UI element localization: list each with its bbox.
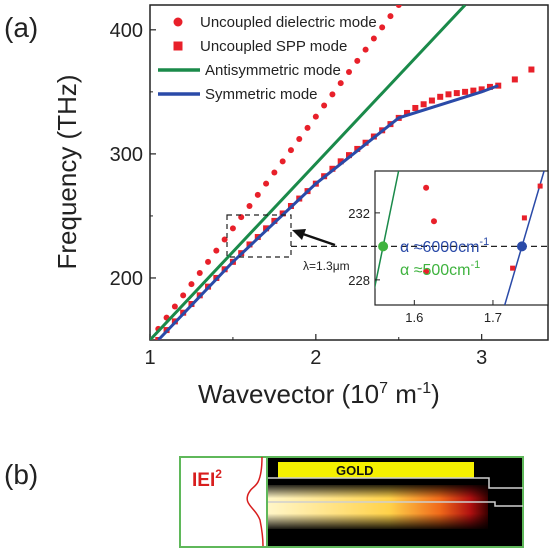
- dielectric-mode-point: [196, 270, 203, 276]
- panel-label-a: (a): [4, 12, 38, 43]
- inset-dielectric-point: [423, 268, 430, 275]
- y-tick-label: 300: [110, 144, 143, 166]
- dielectric-mode-point: [337, 80, 344, 87]
- y-tick-label: 200: [110, 268, 143, 290]
- spp-mode-point: [462, 88, 469, 95]
- field-profile-box: [179, 456, 268, 548]
- inset-dielectric-point: [423, 184, 430, 191]
- x-tick-label: 1: [144, 347, 155, 369]
- dielectric-mode-point: [221, 236, 228, 243]
- antisymmetric-intersection-dot: [378, 241, 389, 252]
- wavelength-label: λ=1.3μm: [303, 259, 350, 273]
- inset-data: [375, 171, 545, 305]
- dielectric-mode-point: [263, 180, 270, 187]
- spp-mode-point: [263, 225, 270, 232]
- spp-mode-point: [528, 66, 535, 73]
- legend-square-marker: [173, 41, 183, 51]
- spp-mode-point: [412, 104, 419, 111]
- spp-mode-point: [404, 109, 411, 116]
- spp-mode-point: [486, 83, 493, 90]
- inset-y-tick-label: 232: [348, 206, 370, 221]
- dielectric-mode-point: [304, 124, 311, 131]
- dielectric-mode-point: [362, 46, 369, 53]
- spp-mode-point: [420, 101, 427, 108]
- gold-label: GOLD: [336, 463, 374, 478]
- field-intensity-label: IEI2: [192, 467, 222, 491]
- dielectric-mode-point: [329, 91, 336, 98]
- dielectric-mode-point: [188, 281, 195, 288]
- inset-symmetric-line: [504, 171, 545, 305]
- spp-mode-point: [346, 152, 352, 159]
- zoom-arrowhead: [292, 229, 306, 240]
- gold-layer: [278, 462, 474, 478]
- x-tick-label: 2: [310, 347, 321, 369]
- legend-label: Symmetric mode: [205, 86, 318, 103]
- spp-mode-point: [337, 158, 344, 165]
- inset-x-tick-label: 1.7: [484, 310, 502, 325]
- inset-dielectric-point: [430, 218, 437, 225]
- dielectric-mode-point: [296, 136, 303, 142]
- legend-label: Uncoupled dielectric mode: [200, 14, 377, 31]
- dielectric-mode-point: [354, 57, 361, 64]
- y-axis-title: Frequency (THz): [52, 74, 82, 269]
- symmetric-intersection-dot: [516, 241, 527, 252]
- inset-frame: [374, 170, 549, 306]
- zoom-region-box: [226, 214, 292, 258]
- main-plot-data: [150, 5, 535, 340]
- panel-label-b: (b): [4, 459, 38, 490]
- gold-outline-top: [268, 477, 523, 489]
- dielectric-mode-point: [321, 102, 328, 109]
- dielectric-mode-point: [312, 113, 319, 120]
- zoom-arrow: [299, 231, 336, 247]
- spp-mode-point: [445, 91, 452, 98]
- spp-mode-point: [453, 90, 460, 97]
- inset-ticks: 1.6 1.7 228 232: [291, 206, 548, 325]
- y-tick-label: 400: [110, 20, 143, 42]
- dielectric-mode-point: [387, 13, 394, 20]
- dielectric-mode-point: [279, 158, 286, 165]
- dielectric-mode-point: [254, 191, 261, 198]
- dielectric-mode-point: [238, 214, 245, 221]
- dielectric-mode-point: [171, 303, 178, 310]
- x-axis-title: Wavevector (107 m-1): [198, 379, 440, 409]
- inset-x-tick-label: 1.6: [405, 310, 423, 325]
- legend-label: Uncoupled SPP mode: [200, 38, 347, 55]
- alpha-symmetric-label: α ≈6000cm-1: [400, 236, 489, 256]
- mode-field-shading: [268, 485, 488, 529]
- inset-spp-point: [537, 183, 543, 189]
- x-tick-label: 3: [476, 347, 487, 369]
- field-profile-curve: [246, 456, 264, 547]
- dielectric-mode-point: [246, 203, 253, 209]
- dielectric-mode-point: [346, 69, 352, 75]
- dielectric-mode-point: [370, 35, 377, 42]
- dielectric-mode-point: [379, 24, 386, 31]
- inset-antisymmetric-line: [375, 171, 400, 290]
- legend-circle-marker: [173, 17, 183, 27]
- dielectric-mode-point: [213, 247, 220, 254]
- dielectric-mode-point: [180, 292, 187, 299]
- legend-label: Antisymmetric mode: [205, 62, 341, 79]
- dielectric-mode-point: [229, 225, 236, 232]
- spp-mode-point: [511, 76, 518, 83]
- inset-spp-point: [521, 215, 527, 221]
- dielectric-mode-point: [287, 147, 294, 154]
- antisymmetric-mode-line: [150, 5, 467, 340]
- legend: Uncoupled dielectric mode Uncoupled SPP m…: [158, 14, 377, 103]
- spp-mode-point: [428, 97, 435, 104]
- gold-outline-bottom: [268, 501, 523, 507]
- symmetric-mode-line: [157, 84, 499, 340]
- spp-mode-point: [470, 87, 477, 94]
- dielectric-mode-point: [271, 169, 278, 176]
- spp-mode-point: [437, 93, 444, 100]
- dielectric-mode-point: [395, 5, 402, 8]
- alpha-antisymmetric-label: α ≈500cm-1: [400, 259, 480, 279]
- main-axis-ticks: 1 2 3 200 300 400: [110, 20, 488, 369]
- spp-mode-point: [478, 86, 485, 93]
- dielectric-mode-point: [205, 258, 212, 265]
- inset-y-tick-label: 228: [348, 273, 370, 288]
- inset-spp-point: [510, 265, 516, 271]
